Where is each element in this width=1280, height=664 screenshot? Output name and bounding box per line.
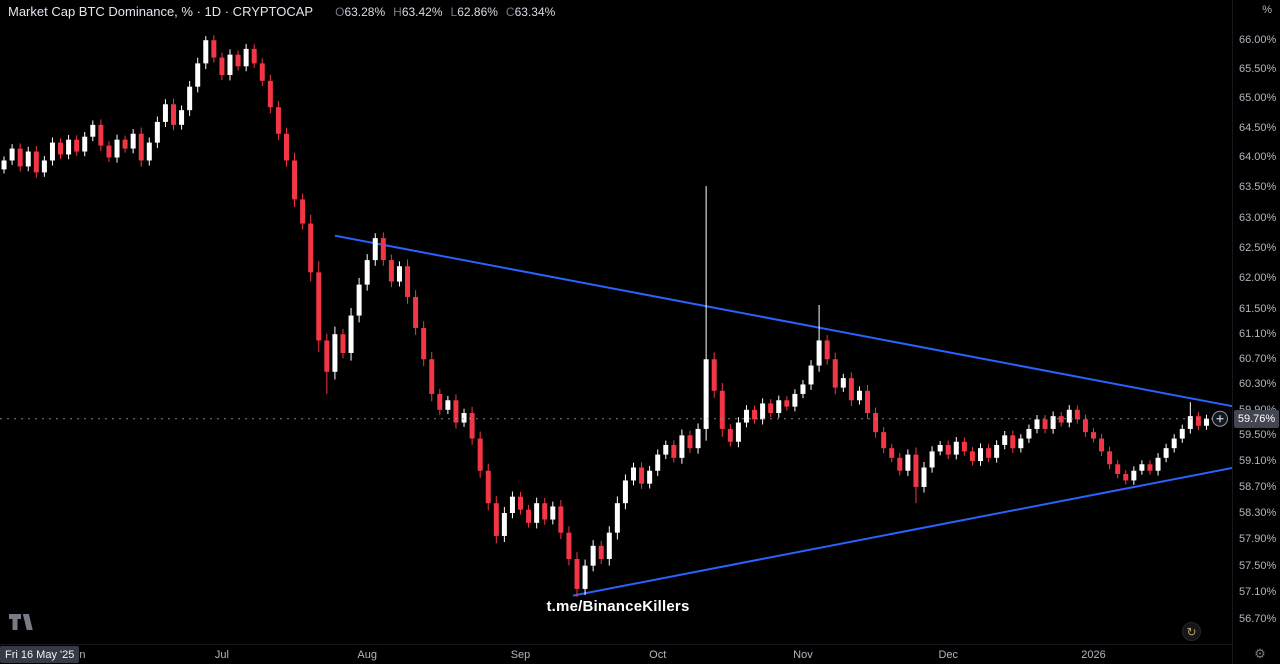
price-tick-label: 62.50% <box>1239 241 1277 254</box>
price-tick-label: 65.00% <box>1239 92 1277 105</box>
candlestick-chart[interactable] <box>0 0 1232 644</box>
open-label: O <box>335 5 345 19</box>
reload-chart-icon[interactable]: ↻ <box>1182 622 1201 641</box>
chart-canvas[interactable]: Market Cap BTC Dominance, % · 1D · CRYPT… <box>0 0 1232 644</box>
settings-gear-icon[interactable]: ⚙ <box>1254 646 1266 661</box>
price-tick-label: 57.90% <box>1239 533 1277 546</box>
price-tick-label: 66.00% <box>1239 34 1277 47</box>
close-label: C <box>505 5 515 19</box>
add-alert-plus-icon[interactable] <box>1212 410 1228 427</box>
price-tick-label: 62.00% <box>1239 272 1277 285</box>
price-tick-label: 59.50% <box>1239 429 1277 442</box>
price-tick-label: 60.30% <box>1239 378 1277 391</box>
time-tick-label: Dec <box>938 649 958 661</box>
price-axis[interactable]: % 59.76% 66.00% 65.50% 65.00% 64.50% 64.00% 6… <box>1232 0 1280 664</box>
symbol-title[interactable]: Market Cap BTC Dominance, % · 1D · CRYPT… <box>8 4 314 19</box>
percent-scale-button[interactable]: % <box>1262 4 1272 16</box>
price-tick-label: 60.70% <box>1239 353 1277 366</box>
price-tick-label: 56.70% <box>1239 613 1277 626</box>
close-value: 63.34% <box>514 5 556 19</box>
open-value: 63.28% <box>344 5 386 19</box>
price-tick-label: 58.30% <box>1239 506 1277 519</box>
low-value: 62.86% <box>457 5 498 19</box>
high-label: H <box>393 5 402 19</box>
price-tick-label: 57.50% <box>1239 559 1277 572</box>
price-tick-label: 61.50% <box>1239 303 1277 316</box>
trendline[interactable] <box>572 467 1232 597</box>
time-tick-label: Jul <box>214 649 229 661</box>
time-tick-label: Aug <box>357 649 377 661</box>
price-tick-label: 65.50% <box>1239 63 1277 76</box>
price-tick-label: 59.10% <box>1239 455 1277 468</box>
price-tick-label: 64.50% <box>1239 121 1277 134</box>
price-tick-label: 58.70% <box>1239 480 1277 493</box>
price-tick-label: 57.10% <box>1239 586 1277 599</box>
price-tick-label: 63.00% <box>1239 211 1277 224</box>
crosshair-price-badge: 59.76% <box>1234 409 1279 428</box>
watermark-text: t.me/BinanceKillers <box>546 598 690 615</box>
candles-group <box>1 35 1209 597</box>
price-tick-label: 63.50% <box>1239 181 1277 194</box>
tradingview-logo-icon[interactable] <box>8 612 38 637</box>
price-tick-label: 61.10% <box>1239 328 1277 341</box>
time-tick-label: Oct <box>649 649 667 661</box>
time-axis[interactable]: Fri 16 May '25 JunJulAugSepOctNovDec2026 <box>0 644 1232 664</box>
crosshair-date-badge: Fri 16 May '25 <box>0 646 80 663</box>
high-value: 63.42% <box>401 5 443 19</box>
time-tick-label: 2026 <box>1081 649 1106 661</box>
ohlc-values: O63.28% H63.42% L62.86% C63.34% <box>327 5 555 19</box>
trendline[interactable] <box>334 234 1232 408</box>
symbol-legend[interactable]: Market Cap BTC Dominance, % · 1D · CRYPT… <box>8 4 555 19</box>
reload-glyph: ↻ <box>1186 624 1197 639</box>
price-tick-label: 64.00% <box>1239 151 1277 164</box>
time-tick-label: Nov <box>793 649 813 661</box>
time-tick-label: Sep <box>510 649 531 661</box>
low-label: L <box>450 5 458 19</box>
